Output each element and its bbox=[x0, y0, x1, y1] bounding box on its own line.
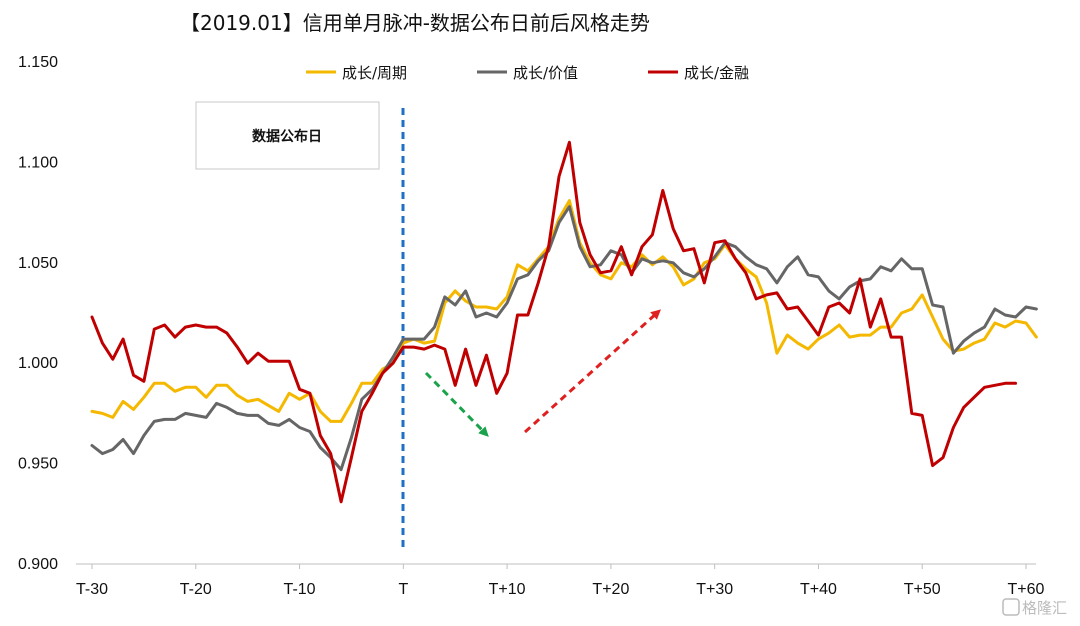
chart-title: 【2019.01】信用单月脉冲-数据公布日前后风格走势 bbox=[180, 11, 650, 35]
x-tick-label: T+40 bbox=[800, 581, 837, 598]
up-trend-arrow bbox=[523, 309, 661, 434]
legend-label-0: 成长/周期 bbox=[342, 64, 407, 82]
y-tick-label: 1.150 bbox=[18, 54, 58, 71]
legend-label-1: 成长/价值 bbox=[513, 64, 578, 82]
annotation-box bbox=[195, 101, 380, 170]
legend-label-2: 成长/金融 bbox=[684, 64, 749, 82]
y-tick-label: 1.100 bbox=[18, 154, 58, 171]
x-axis-ticks: T-30 T-20 T-10 T T+10 T+20 T+30 T+40 T+50 T+60 bbox=[76, 564, 1045, 598]
x-tick-label: T-10 bbox=[284, 581, 316, 598]
x-tick-label: T+20 bbox=[592, 581, 629, 598]
y-axis-ticks: 0.900 0.950 1.000 1.050 1.100 1.150 bbox=[18, 54, 58, 573]
legend: 成长/周期 成长/价值 成长/金融 bbox=[306, 64, 749, 82]
y-tick-label: 1.050 bbox=[18, 255, 58, 272]
x-tick-label: T bbox=[398, 581, 408, 598]
series-line-0 bbox=[90, 199, 1038, 423]
x-tick-label: T+30 bbox=[696, 581, 733, 598]
y-tick-label: 1.000 bbox=[18, 355, 58, 372]
watermark: 格隆汇 bbox=[1002, 598, 1067, 617]
x-tick-label: T-20 bbox=[180, 581, 212, 598]
series-line-1 bbox=[90, 205, 1038, 472]
down-trend-arrow bbox=[424, 371, 489, 437]
series-lines bbox=[90, 140, 1038, 504]
x-tick-label: T+50 bbox=[904, 581, 941, 598]
annotation-box-label: 数据公布日 bbox=[252, 128, 322, 145]
y-tick-label: 0.900 bbox=[18, 556, 58, 573]
y-tick-label: 0.950 bbox=[18, 456, 58, 473]
x-tick-label: T+10 bbox=[489, 581, 526, 598]
x-tick-label: T+60 bbox=[1008, 581, 1045, 598]
watermark-logo-icon bbox=[1002, 598, 1020, 616]
series-line-2 bbox=[90, 140, 1018, 504]
watermark-text: 格隆汇 bbox=[1022, 599, 1067, 617]
x-tick-label: T-30 bbox=[76, 581, 108, 598]
